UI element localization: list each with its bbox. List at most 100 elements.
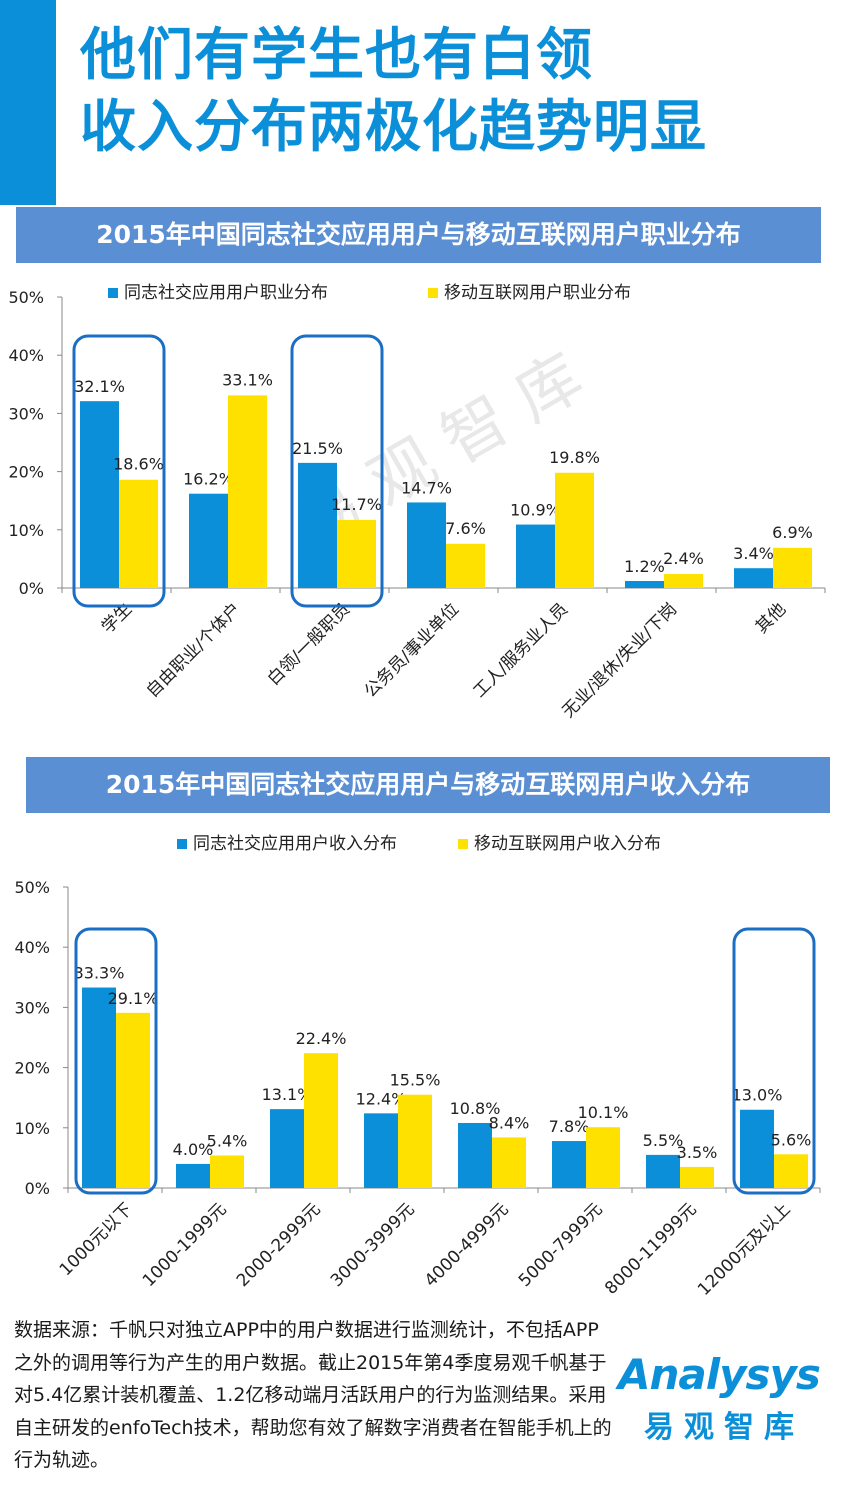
y-tick-label: 10% bbox=[8, 521, 44, 540]
bar-series-0 bbox=[740, 1109, 774, 1188]
legend-label-0: 同志社交应用用户收入分布 bbox=[193, 834, 397, 854]
y-tick-label: 50% bbox=[8, 288, 44, 307]
x-category-label: 无业/退休/失业/下岗 bbox=[559, 599, 681, 721]
bar-series-1 bbox=[664, 574, 703, 588]
x-category-label: 白领/一般职员 bbox=[264, 599, 354, 689]
data-label: 16.2% bbox=[183, 470, 234, 489]
data-label: 4.0% bbox=[173, 1140, 214, 1159]
bar-series-1 bbox=[116, 1012, 150, 1188]
legend-swatch-1 bbox=[458, 839, 468, 849]
data-label: 19.8% bbox=[549, 448, 600, 467]
highlight-box bbox=[732, 927, 816, 1195]
data-label: 5.5% bbox=[643, 1131, 684, 1150]
legend-swatch-0 bbox=[108, 288, 118, 298]
logo-wordmark: Analysys bbox=[618, 1350, 821, 1399]
data-label: 33.1% bbox=[222, 370, 273, 389]
bar-series-1 bbox=[228, 395, 267, 588]
bar-series-1 bbox=[398, 1094, 432, 1188]
data-label: 2.4% bbox=[663, 549, 704, 568]
y-tick-label: 20% bbox=[8, 463, 44, 482]
legend-swatch-0 bbox=[177, 839, 187, 849]
bar-series-1 bbox=[774, 1154, 808, 1188]
data-label: 22.4% bbox=[296, 1029, 347, 1048]
x-category-label: 4000-4999元 bbox=[421, 1199, 513, 1291]
chart-1-title-banner: 2015年中国同志社交应用用户与移动互联网用户职业分布 bbox=[16, 207, 821, 263]
data-label: 13.0% bbox=[732, 1086, 783, 1105]
x-category-label: 5000-7999元 bbox=[515, 1199, 607, 1291]
bar-series-1 bbox=[492, 1137, 526, 1188]
logo-chinese-name: 易观智库 bbox=[644, 1410, 804, 1445]
y-tick-label: 40% bbox=[14, 938, 50, 957]
bar-series-1 bbox=[119, 479, 158, 588]
bar-series-1 bbox=[773, 547, 812, 588]
y-tick-label: 20% bbox=[14, 1059, 50, 1078]
chart-2-title: 2015年中国同志社交应用用户与移动互联网用户收入分布 bbox=[105, 770, 751, 799]
data-label: 12.4% bbox=[356, 1089, 407, 1108]
analysys-logo: Analysys 易观智库 bbox=[618, 1350, 828, 1450]
data-label: 7.8% bbox=[549, 1117, 590, 1136]
data-label: 13.1% bbox=[262, 1085, 313, 1104]
income-chart-svg: 同志社交应用用户收入分布 移动互联网用户收入分布 0% 10% 20% 30% 40% 50%… bbox=[14, 834, 821, 1300]
bar-series-0 bbox=[734, 568, 773, 588]
bar-series-0 bbox=[298, 462, 337, 588]
bar-series-0 bbox=[364, 1113, 398, 1188]
x-category-label: 其他 bbox=[752, 599, 790, 637]
y-tick-label: 50% bbox=[14, 878, 50, 897]
data-label: 15.5% bbox=[390, 1071, 441, 1090]
y-tick-label: 10% bbox=[14, 1119, 50, 1138]
bar-series-1 bbox=[680, 1166, 714, 1188]
x-category-label: 工人/服务业人员 bbox=[470, 599, 572, 701]
bar-series-1 bbox=[555, 472, 594, 588]
highlight-box bbox=[74, 927, 158, 1195]
data-label: 3.5% bbox=[677, 1143, 718, 1162]
bar-series-0 bbox=[176, 1163, 210, 1188]
legend-swatch-1 bbox=[428, 288, 438, 298]
legend-label-0: 同志社交应用用户职业分布 bbox=[124, 283, 328, 303]
bar-series-0 bbox=[458, 1122, 492, 1188]
bar-series-1 bbox=[586, 1127, 620, 1188]
x-category-label: 3000-3999元 bbox=[327, 1199, 419, 1291]
y-tick-label: 30% bbox=[8, 404, 44, 423]
bar-series-0 bbox=[80, 401, 119, 588]
legend-label-1: 移动互联网用户收入分布 bbox=[474, 834, 661, 854]
data-label: 21.5% bbox=[292, 439, 343, 458]
data-label: 10.1% bbox=[578, 1103, 629, 1122]
bar-series-0 bbox=[625, 581, 664, 588]
bar-series-1 bbox=[210, 1155, 244, 1188]
title-accent-bar bbox=[0, 0, 56, 205]
bar-series-0 bbox=[407, 502, 446, 588]
data-label: 3.4% bbox=[733, 544, 774, 563]
x-category-label: 自由职业/个体户 bbox=[143, 599, 245, 701]
bar-series-1 bbox=[337, 519, 376, 588]
bar-series-1 bbox=[304, 1053, 338, 1188]
page-title: 他们有学生也有白领 收入分布两极化趋势明显 bbox=[80, 20, 707, 164]
x-category-label: 1000元以下 bbox=[56, 1199, 137, 1280]
y-tick-label: 0% bbox=[19, 579, 44, 598]
chart-2-title-banner: 2015年中国同志社交应用用户与移动互联网用户收入分布 bbox=[26, 757, 830, 813]
highlight-box bbox=[290, 334, 384, 608]
data-label: 32.1% bbox=[74, 377, 125, 396]
x-category-label: 1000-1999元 bbox=[139, 1199, 231, 1291]
data-source-note: 数据来源：千帆只对独立APP中的用户数据进行监测统计，不包括APP之外的调用等行… bbox=[14, 1319, 612, 1471]
data-label: 29.1% bbox=[108, 989, 159, 1008]
chart-1-title: 2015年中国同志社交应用用户与移动互联网用户职业分布 bbox=[96, 220, 741, 249]
data-label: 33.3% bbox=[74, 964, 125, 983]
page-title-line-2: 收入分布两极化趋势明显 bbox=[80, 95, 707, 160]
data-label: 7.6% bbox=[445, 519, 486, 538]
highlight-box bbox=[72, 334, 166, 608]
bar-series-0 bbox=[552, 1141, 586, 1188]
data-label: 11.7% bbox=[331, 495, 382, 514]
x-category-label: 公务员/事业单位 bbox=[361, 599, 463, 701]
bar-series-0 bbox=[646, 1154, 680, 1188]
data-label: 8.4% bbox=[489, 1113, 530, 1132]
data-label: 10.9% bbox=[510, 501, 561, 520]
bar-series-0 bbox=[82, 987, 116, 1188]
y-tick-label: 40% bbox=[8, 346, 44, 365]
bar-series-0 bbox=[270, 1109, 304, 1188]
y-tick-label: 30% bbox=[14, 998, 50, 1017]
y-tick-label: 0% bbox=[25, 1179, 50, 1198]
income-chart: 同志社交应用用户收入分布 移动互联网用户收入分布 0% 10% 20% 30% 40% 50%… bbox=[0, 825, 844, 1315]
occupation-chart: 易 观 智 库同志社交应用用户职业分布 移动互联网用户职业分布 0% 10% 20% 30… bbox=[0, 270, 844, 750]
x-category-label: 2000-2999元 bbox=[233, 1199, 325, 1291]
